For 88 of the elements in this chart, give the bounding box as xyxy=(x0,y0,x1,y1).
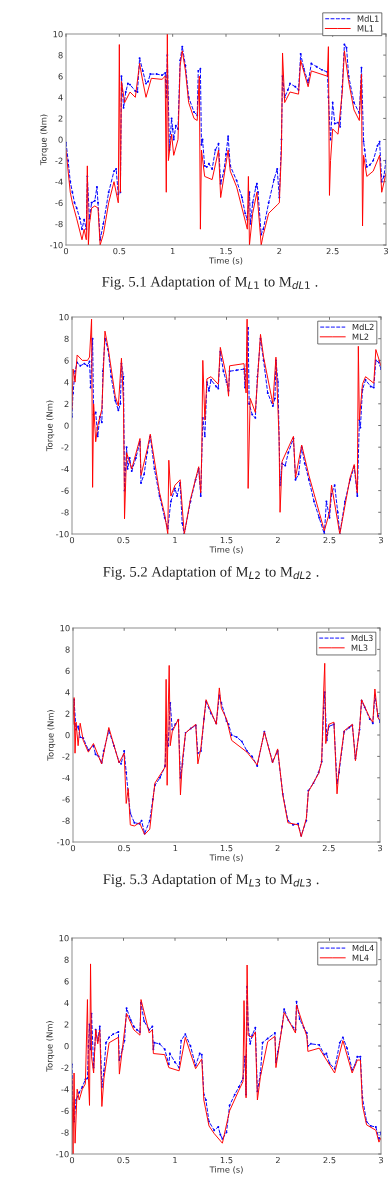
x-tick-label: 2.5 xyxy=(323,1156,336,1164)
y-tick-label: 6 xyxy=(64,978,69,985)
y-tick-label: -8 xyxy=(62,817,70,824)
caption: Fig. 5.1 Adaptation of M$_{L1}$ to M$_{dL1}$ . xyxy=(102,276,318,290)
y-tick-label: 8 xyxy=(58,52,63,59)
y-tick-label: 0 xyxy=(58,136,63,143)
x-tick-label: 2 xyxy=(275,536,280,544)
y-tick-label: -6 xyxy=(55,199,63,207)
y-tick-label: 10 xyxy=(53,30,63,38)
y-tick-label: -10 xyxy=(50,241,63,249)
legend-label: MdL4 xyxy=(352,944,374,952)
caption: Fig. 5.2 Adaptation of M$_{L2}$ to M$_{dL2}$ . xyxy=(103,566,319,580)
x-tick-label: 1 xyxy=(173,845,178,852)
y-tick-label: -4 xyxy=(61,465,69,473)
y-tick-label: -10 xyxy=(57,838,70,846)
y-tick-label: 8 xyxy=(65,646,70,653)
x-axis-title: Time (s) xyxy=(209,257,243,265)
y-tick-label: 2 xyxy=(65,710,70,717)
x-tick-label: 3 xyxy=(378,1156,383,1164)
y-tick-label: 0 xyxy=(65,731,70,739)
y-tick-label: -2 xyxy=(55,157,63,164)
y-tick-label: 4 xyxy=(64,379,69,386)
y-axis-title: Torque (Nm) xyxy=(46,400,55,452)
x-tick-label: 0 xyxy=(70,844,76,852)
y-tick-label: 8 xyxy=(64,335,69,342)
y-tick-label: 4 xyxy=(64,999,69,1006)
x-tick-label: 2.5 xyxy=(323,536,336,544)
legend-label: MdL1 xyxy=(357,15,379,22)
x-tick-label: 0.5 xyxy=(118,844,131,852)
y-tick-label: -2 xyxy=(62,753,70,760)
x-tick-label: 1.5 xyxy=(220,1157,233,1164)
y-tick-label: 0 xyxy=(64,422,69,429)
legend-label: MdL2 xyxy=(352,323,374,331)
x-tick-label: 2 xyxy=(275,1156,280,1164)
legend-label: MdL3 xyxy=(351,634,373,642)
y-tick-label: -8 xyxy=(61,509,69,516)
x-tick-label: 1 xyxy=(170,248,175,255)
y-tick-label: 2 xyxy=(58,115,63,122)
x-tick-label: 2.5 xyxy=(326,247,339,255)
y-tick-label: -4 xyxy=(62,774,70,781)
y-tick-label: -8 xyxy=(55,220,63,228)
x-tick-label: 3 xyxy=(378,536,383,544)
y-axis-title: Torque (Nm) xyxy=(40,114,49,166)
y-tick-label: -10 xyxy=(56,530,69,538)
y-tick-label: 6 xyxy=(64,357,69,364)
y-tick-label: 4 xyxy=(65,689,70,696)
y-tick-label: 6 xyxy=(58,73,63,80)
y-tick-label: -6 xyxy=(62,796,70,803)
y-tick-label: -4 xyxy=(55,178,63,185)
x-tick-label: 1 xyxy=(173,537,177,544)
x-axis-title: Time (s) xyxy=(209,854,243,862)
x-tick-label: 2 xyxy=(277,247,282,255)
x-tick-label: 1 xyxy=(173,1157,177,1164)
x-tick-label: 1.5 xyxy=(220,248,232,255)
y-axis-title: Torque (Nm) xyxy=(47,710,56,761)
y-tick-label: 10 xyxy=(60,624,70,632)
y-tick-label: 10 xyxy=(59,934,69,942)
x-tick-label: 3 xyxy=(383,247,388,255)
x-tick-label: 1.5 xyxy=(220,537,233,544)
x-tick-label: 2.5 xyxy=(322,844,335,852)
y-tick-label: 10 xyxy=(59,313,69,321)
y-tick-label: 6 xyxy=(65,667,70,675)
x-axis-title: Time (s) xyxy=(209,546,243,554)
y-tick-label: -2 xyxy=(61,444,69,451)
caption: Fig. 5.3 Adaptation of M$_{L3}$ to M$_{dL3}$ . xyxy=(103,873,319,888)
x-tick-label: 0.5 xyxy=(113,247,126,255)
y-tick-label: -2 xyxy=(61,1064,69,1071)
y-tick-label: -6 xyxy=(61,487,69,494)
x-tick-label: 0.5 xyxy=(117,536,130,544)
y-axis-title: Torque (Nm) xyxy=(46,1021,55,1072)
x-axis-title: Time (s) xyxy=(209,1166,243,1174)
legend-label: ML3 xyxy=(351,644,368,651)
y-tick-label: -4 xyxy=(61,1086,69,1093)
y-tick-label: 2 xyxy=(64,1021,69,1028)
legend-label: ML2 xyxy=(352,333,369,340)
x-tick-label: 1.5 xyxy=(220,845,233,852)
y-tick-label: 8 xyxy=(64,956,69,963)
x-tick-label: 0.5 xyxy=(117,1156,130,1164)
y-tick-label: 0 xyxy=(64,1042,69,1050)
legend-label: ML1 xyxy=(357,25,374,32)
y-tick-label: -8 xyxy=(61,1129,69,1136)
x-tick-label: 3 xyxy=(377,844,382,852)
y-tick-label: 4 xyxy=(58,94,63,101)
legend-label: ML4 xyxy=(352,954,369,961)
y-tick-label: -6 xyxy=(61,1107,69,1115)
y-tick-label: 2 xyxy=(64,400,69,407)
y-tick-label: -10 xyxy=(56,1150,69,1158)
x-tick-label: 2 xyxy=(275,844,280,852)
